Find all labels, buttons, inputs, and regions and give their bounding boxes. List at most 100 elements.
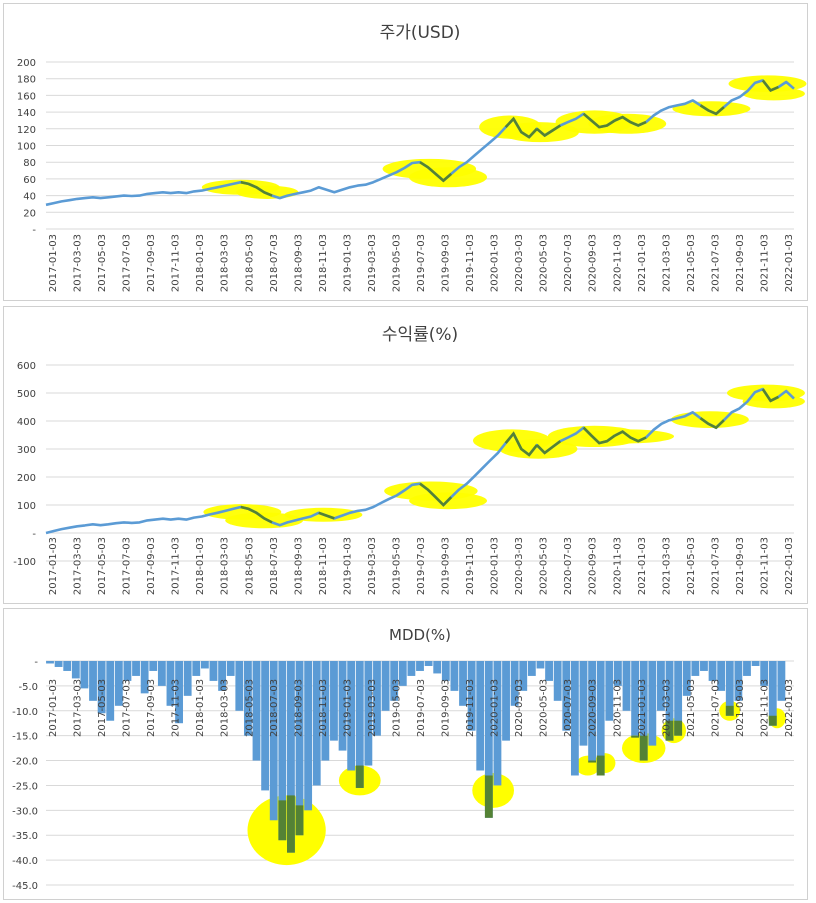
x-tick-label: 2021-05-03	[686, 537, 697, 595]
mdd-drawdown-bar	[665, 720, 674, 741]
mdd-bar	[200, 661, 209, 669]
x-tick-label: 2018-09-03	[293, 234, 304, 292]
x-tick-label: 2020-01-03	[490, 234, 501, 292]
x-tick-label: 2020-05-03	[539, 234, 550, 292]
mdd-bar	[493, 661, 502, 786]
x-tick-label: 2020-09-03	[588, 679, 599, 737]
mdd-bar	[269, 661, 278, 821]
chart-title: 수익률(%)	[382, 325, 458, 345]
mdd-bar	[502, 661, 510, 741]
mdd-bar	[252, 661, 261, 761]
mdd-bar	[691, 661, 700, 676]
mdd-bar	[725, 661, 734, 716]
y-tick-label: 80	[23, 158, 36, 169]
mdd-bar	[424, 661, 433, 666]
drawdown-segment	[318, 511, 335, 520]
mdd-bar	[89, 661, 97, 701]
mdd-bar	[459, 661, 467, 706]
mdd-bar	[476, 661, 485, 771]
mdd-bar	[123, 661, 132, 681]
x-tick-label: 2018-07-03	[269, 679, 280, 737]
mdd-bar	[700, 661, 708, 671]
x-tick-label: 2020-03-03	[514, 679, 525, 737]
mdd-bar	[330, 661, 338, 741]
y-tick-label: 500	[17, 389, 36, 400]
x-tick-label: 2020-11-03	[612, 234, 623, 292]
mdd-bar	[631, 661, 640, 736]
mdd-bar	[321, 661, 330, 761]
mdd-drawdown-bar	[631, 735, 640, 738]
mdd-bar	[674, 661, 683, 736]
y-tick-label: -	[34, 657, 38, 668]
x-tick-label: 2020-07-03	[563, 234, 574, 292]
return-rate-chart: 수익률(%) -100-100 200 300 400 500 600 2017-01-03 2…	[3, 306, 808, 604]
x-tick-label: 2017-05-03	[97, 679, 108, 737]
x-tick-label: 2021-01-03	[637, 679, 648, 737]
mdd-bar	[63, 661, 72, 671]
x-tick-label: 2021-03-03	[661, 679, 672, 737]
x-tick-label: 2022-01-03	[784, 679, 795, 737]
mdd-drawdown-bar	[639, 735, 648, 761]
y-tick-label: 600	[17, 361, 36, 372]
mdd-bar	[338, 661, 347, 751]
mdd-bar	[708, 661, 717, 681]
drawdown-segment	[761, 388, 779, 403]
mdd-bar	[484, 661, 493, 818]
y-tick-label: -45.0	[12, 881, 38, 892]
mdd-bar	[622, 661, 631, 711]
x-tick-label: 2019-01-03	[342, 537, 353, 595]
x-tick-label: 2018-07-03	[269, 537, 280, 595]
x-tick-label: 2020-09-03	[588, 234, 599, 292]
mdd-bar	[114, 661, 123, 706]
y-tick-label: 100	[17, 501, 36, 512]
drawdown-segment	[240, 180, 273, 197]
mdd-bar	[441, 661, 450, 681]
x-tick-label: 2018-09-03	[293, 679, 304, 737]
x-tick-label: 2017-01-03	[48, 537, 59, 595]
chart-title: 주가(USD)	[380, 23, 461, 43]
mdd-bar	[510, 661, 519, 706]
mdd-bar	[536, 661, 545, 669]
mdd-bar	[46, 661, 54, 664]
mdd-bar	[734, 661, 743, 701]
x-tick-label: 2019-09-03	[441, 234, 452, 292]
mdd-bar	[355, 661, 364, 788]
y-tick-label: 160	[17, 91, 36, 102]
highlight-mark	[672, 101, 751, 117]
y-tick-label: 400	[17, 417, 36, 428]
x-tick-label: 2020-03-03	[514, 537, 525, 595]
mdd-drawdown-bar	[295, 805, 304, 836]
mdd-drawdown-bar	[287, 795, 295, 853]
mdd-bar	[304, 661, 313, 811]
mdd-drawdown-bar	[768, 715, 777, 726]
mdd-bar	[777, 661, 786, 701]
mdd-bar	[149, 661, 158, 671]
price-series-line	[45, 79, 795, 207]
x-tick-label: 2021-11-03	[759, 679, 770, 737]
x-tick-label: 2018-03-03	[220, 679, 231, 737]
x-tick-label: 2017-05-03	[97, 234, 108, 292]
y-tick-label: -100	[13, 557, 36, 568]
x-tick-label: 2019-09-03	[441, 537, 452, 595]
mdd-bar	[570, 661, 579, 776]
mdd-bar	[166, 661, 175, 706]
x-tick-label: 2020-05-03	[539, 679, 550, 737]
mdd-bar	[579, 661, 588, 746]
x-tick-label: 2022-01-03	[784, 234, 795, 292]
x-tick-label: 2020-03-03	[514, 234, 525, 292]
y-tick-label: 60	[23, 175, 36, 186]
mdd-bar	[768, 661, 777, 726]
mdd-chart: MDD(%) - -5.0 -10.0 -15.0 -20.0 -25.0 -30.0 -35.…	[3, 608, 808, 900]
x-tick-label: 2019-11-03	[465, 679, 476, 737]
y-tick-label: -25.0	[12, 781, 38, 792]
drawdown-segment	[582, 112, 616, 129]
mdd-bar	[175, 661, 183, 724]
mdd-bar	[218, 661, 227, 691]
mdd-bar	[450, 661, 459, 691]
mdd-bar	[287, 661, 295, 853]
drawdown-segment	[504, 116, 538, 139]
x-tick-label: 2021-07-03	[710, 679, 721, 737]
x-tick-label: 2018-05-03	[244, 679, 255, 737]
mdd-bar	[347, 661, 356, 771]
